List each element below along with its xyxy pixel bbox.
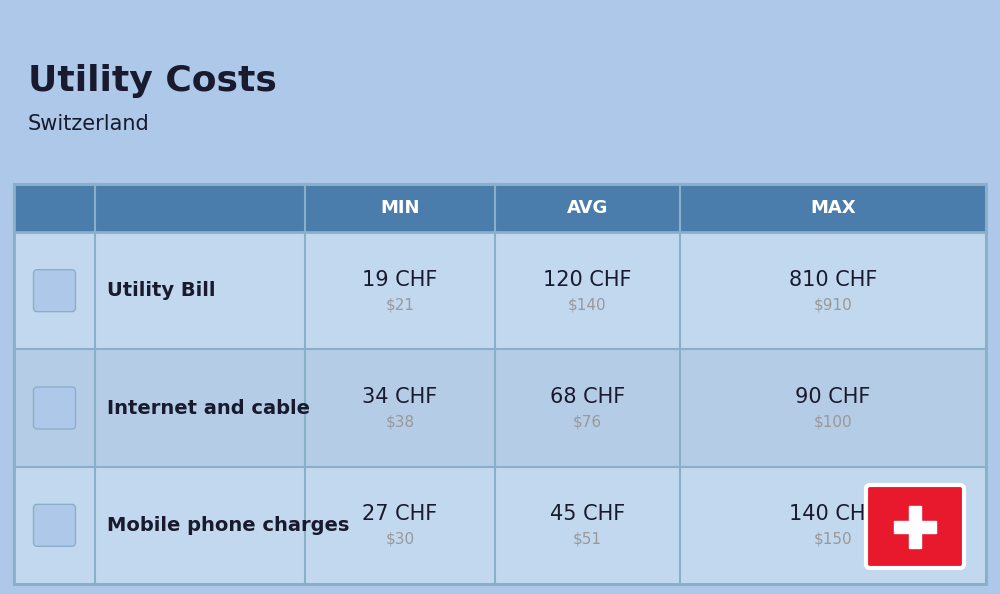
Text: 140 CHF: 140 CHF	[789, 504, 877, 525]
Text: $140: $140	[568, 297, 607, 312]
Text: AVG: AVG	[567, 199, 608, 217]
FancyBboxPatch shape	[34, 387, 76, 429]
Text: $30: $30	[385, 532, 415, 547]
Text: $38: $38	[385, 415, 415, 429]
Text: $100: $100	[814, 415, 852, 429]
Text: $150: $150	[814, 532, 852, 547]
Text: 68 CHF: 68 CHF	[550, 387, 625, 407]
FancyBboxPatch shape	[14, 184, 986, 232]
FancyBboxPatch shape	[14, 467, 986, 584]
Text: 810 CHF: 810 CHF	[789, 270, 877, 290]
FancyBboxPatch shape	[14, 232, 986, 349]
Text: $910: $910	[814, 297, 852, 312]
FancyBboxPatch shape	[866, 485, 964, 568]
FancyBboxPatch shape	[14, 184, 986, 584]
FancyBboxPatch shape	[14, 349, 986, 467]
Text: Utility Costs: Utility Costs	[28, 64, 277, 98]
Text: 19 CHF: 19 CHF	[362, 270, 438, 290]
Bar	[894, 520, 936, 532]
Text: $51: $51	[573, 532, 602, 547]
Text: 27 CHF: 27 CHF	[362, 504, 438, 525]
Text: 120 CHF: 120 CHF	[543, 270, 632, 290]
Text: 34 CHF: 34 CHF	[362, 387, 438, 407]
Text: MAX: MAX	[810, 199, 856, 217]
Text: Internet and cable: Internet and cable	[107, 399, 310, 418]
Text: 90 CHF: 90 CHF	[795, 387, 871, 407]
FancyBboxPatch shape	[34, 504, 76, 546]
Text: Mobile phone charges: Mobile phone charges	[107, 516, 349, 535]
Bar	[909, 505, 921, 548]
Text: Utility Bill: Utility Bill	[107, 281, 216, 300]
Text: 45 CHF: 45 CHF	[550, 504, 625, 525]
Text: $76: $76	[573, 415, 602, 429]
Text: Switzerland: Switzerland	[28, 114, 150, 134]
Text: MIN: MIN	[380, 199, 420, 217]
Text: $21: $21	[386, 297, 415, 312]
FancyBboxPatch shape	[34, 270, 76, 312]
